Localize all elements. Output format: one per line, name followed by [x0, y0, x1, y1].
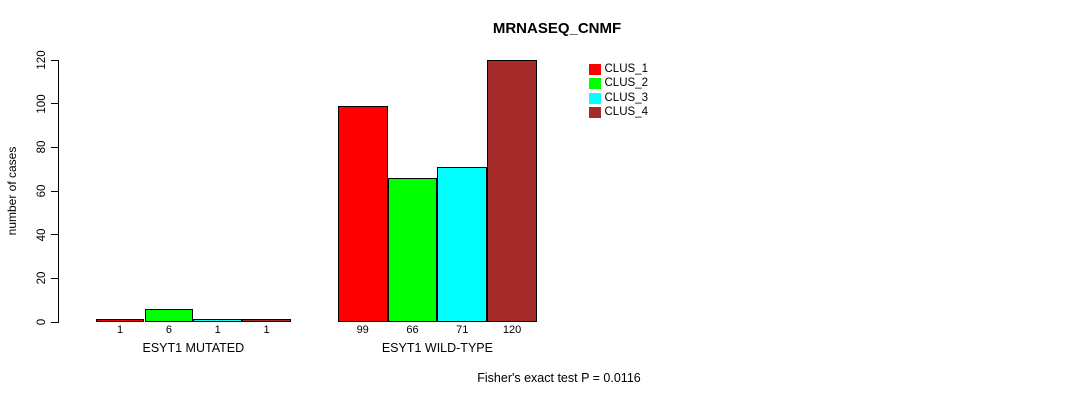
chart-title: MRNASEQ_CNMF: [492, 20, 622, 37]
bar-value-label: 120: [502, 324, 522, 336]
x-group-label: ESYT1 WILD-TYPE: [381, 341, 493, 355]
pvalue-annotation: Fisher's exact test P = 0.0116: [477, 371, 641, 385]
y-tick-mark: [51, 234, 58, 236]
bar-clus_1-group1: [95, 319, 145, 322]
y-axis-line: [58, 60, 59, 323]
y-tick-label: 100: [36, 94, 48, 114]
bar-clus_2-group2: [387, 178, 438, 322]
legend-swatch-clus_1: [589, 64, 601, 75]
y-tick-label: 40: [36, 228, 48, 242]
bar-clus_1-group2: [337, 106, 388, 322]
bar-clus_4-group1: [242, 319, 291, 322]
bar-value-label: 1: [117, 324, 124, 336]
y-tick-mark: [51, 146, 58, 148]
y-tick-mark: [51, 277, 58, 279]
bar-clus_3-group2: [437, 167, 488, 322]
legend-item: CLUS_1: [589, 63, 648, 75]
bar-value-label: 66: [406, 324, 419, 336]
y-tick-label: 120: [36, 50, 48, 70]
legend-label: CLUS_3: [604, 91, 648, 104]
y-tick-label: 60: [36, 184, 48, 198]
legend-item: CLUS_2: [589, 77, 648, 90]
legend-swatch-clus_4: [589, 107, 601, 119]
bar-clus_3-group1: [193, 319, 243, 322]
bar-value-label: 1: [214, 324, 221, 336]
bar-value-label: 99: [356, 324, 369, 336]
legend-swatch-clus_2: [589, 78, 601, 90]
legend-label: CLUS_4: [604, 106, 648, 119]
bar-clus_2-group1: [144, 309, 194, 322]
x-group-label: ESYT1 MUTATED: [142, 341, 245, 355]
legend-item: CLUS_3: [589, 91, 648, 104]
y-tick-mark: [51, 190, 58, 192]
y-tick-mark: [51, 103, 58, 105]
legend-item: CLUS_4: [589, 106, 648, 119]
legend-swatch-clus_3: [589, 92, 601, 104]
bar-value-label: 1: [263, 324, 270, 336]
legend: CLUS_1 CLUS_2 CLUS_3 CLUS_4: [589, 63, 648, 119]
y-tick-mark: [51, 59, 58, 61]
y-tick-label: 20: [36, 271, 48, 285]
y-axis-title: number of cases: [5, 146, 19, 236]
bar-value-label: 6: [165, 324, 172, 336]
bar-clus_4-group2: [487, 60, 537, 322]
y-tick-mark: [51, 321, 58, 323]
bar-value-label: 71: [456, 324, 469, 336]
legend-label: CLUS_1: [604, 63, 648, 75]
y-tick-label: 80: [36, 140, 48, 154]
y-tick-label: 0: [36, 318, 48, 326]
legend-label: CLUS_2: [604, 77, 648, 90]
